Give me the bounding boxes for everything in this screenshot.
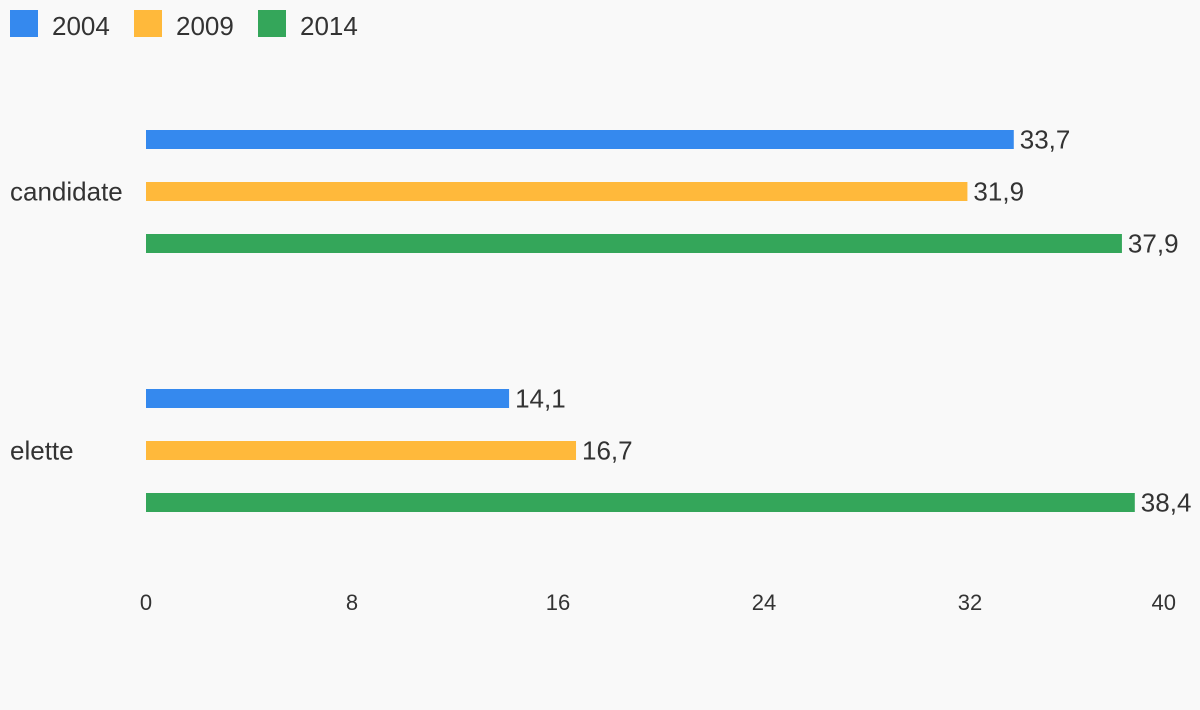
x-tick-label-16: 16 [546, 590, 570, 615]
data-label-candidate-2014: 37,9 [1128, 229, 1179, 259]
legend-item-2014[interactable]: 2014 [258, 10, 358, 41]
category-labels: candidate elette [10, 177, 123, 466]
legend-item-2004[interactable]: 2004 [10, 10, 110, 41]
data-label-elette-2014: 38,4 [1141, 488, 1192, 518]
x-tick-label-32: 32 [958, 590, 982, 615]
legend-label-2014: 2014 [300, 11, 358, 41]
x-tick-label-24: 24 [752, 590, 776, 615]
data-label-elette-2009: 16,7 [582, 436, 633, 466]
data-labels: 33,7 31,9 37,9 14,1 16,7 38,4 [515, 125, 1191, 518]
data-label-candidate-2009: 31,9 [973, 177, 1024, 207]
bar-candidate-2014 [146, 234, 1122, 253]
x-tick-label-8: 8 [346, 590, 358, 615]
bar-elette-2014 [146, 493, 1135, 512]
bar-elette-2009 [146, 441, 577, 460]
legend-swatch-2004 [10, 10, 38, 37]
legend-swatch-2009 [134, 10, 162, 37]
legend-swatch-2014 [258, 10, 286, 37]
chart-legend: 2004 2009 2014 [10, 10, 358, 41]
category-label-elette: elette [10, 436, 74, 466]
data-label-elette-2004: 14,1 [515, 384, 566, 414]
bars [146, 130, 1135, 512]
bar-candidate-2004 [146, 130, 1014, 149]
legend-item-2009[interactable]: 2009 [134, 10, 234, 41]
data-label-candidate-2004: 33,7 [1020, 125, 1071, 155]
x-tick-label-0: 0 [140, 590, 152, 615]
bar-candidate-2009 [146, 182, 968, 201]
x-tick-label-40: 40 [1152, 590, 1176, 615]
legend-label-2009: 2009 [176, 11, 234, 41]
category-label-candidate: candidate [10, 177, 123, 207]
x-axis: 0 8 16 24 32 40 [140, 590, 1176, 615]
bar-elette-2004 [146, 389, 510, 408]
legend-label-2004: 2004 [52, 11, 110, 41]
